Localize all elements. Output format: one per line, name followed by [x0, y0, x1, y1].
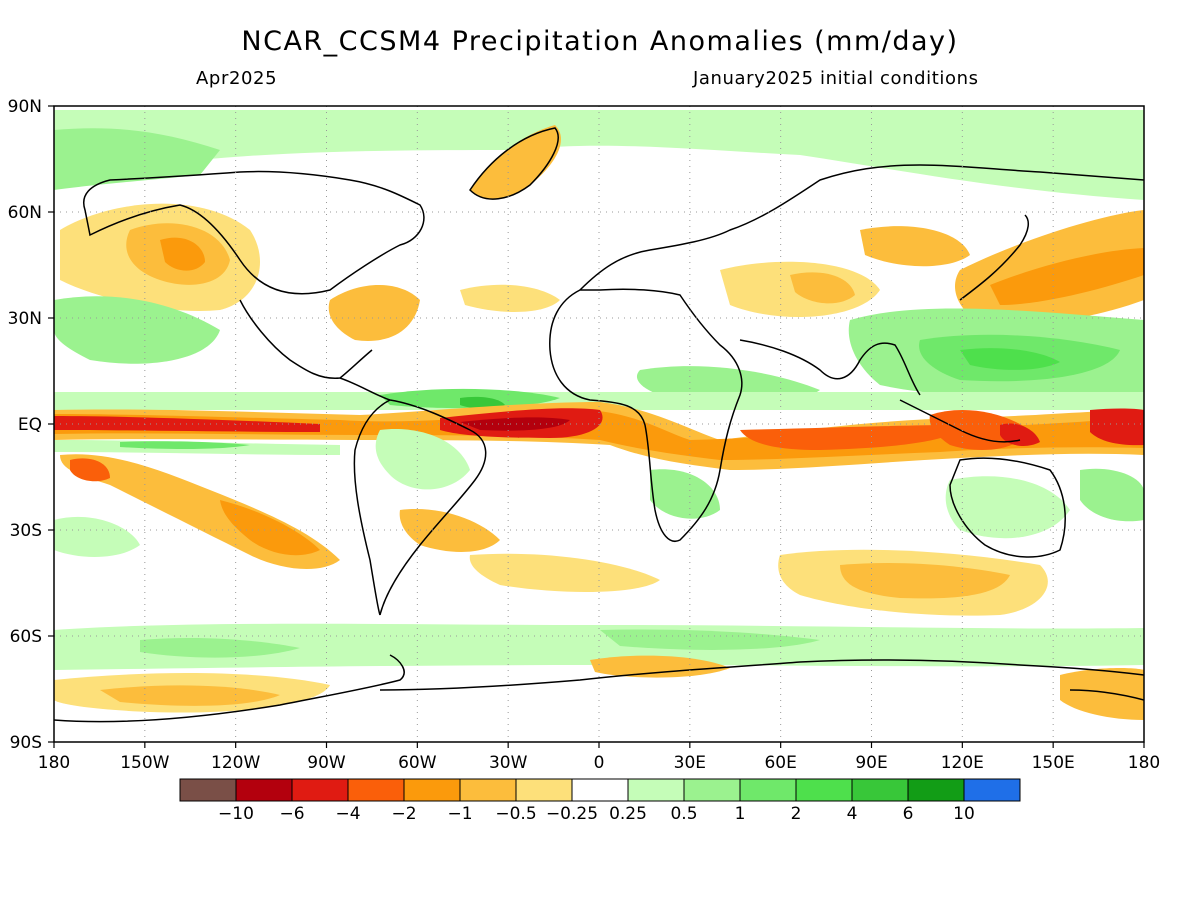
graticule: [54, 106, 1144, 742]
colorbar-label: −6: [279, 804, 304, 824]
colorbar-swatch: [235, 778, 293, 802]
colorbar-swatch: [179, 778, 237, 802]
lon-tick-label: 150W: [120, 753, 169, 773]
colorbar-label: 0.5: [670, 804, 697, 824]
colorbar-label: −2: [391, 804, 416, 824]
lat-tick-label: 90N: [8, 97, 42, 117]
lon-tick-label: 30E: [674, 753, 706, 773]
colorbar-label: −1: [447, 804, 472, 824]
colorbar-swatch: [795, 778, 853, 802]
colorbar-swatch: [851, 778, 909, 802]
colorbar-swatch: [347, 778, 405, 802]
colorbar-swatch: [627, 778, 685, 802]
latitude-axis: 90N 60N 30N EQ 30S 60S 90S: [8, 97, 54, 753]
colorbar-label: 6: [903, 804, 914, 824]
colorbar-swatch: [291, 778, 349, 802]
colorbar-label: −10: [218, 804, 254, 824]
colorbar-label: 0.25: [609, 804, 647, 824]
lat-tick-label: 60S: [10, 627, 42, 647]
colorbar: −10 −6 −4 −2 −1 −0.5 −0.25 0.25 0.5 1 2 4 6 10: [179, 778, 1021, 824]
lat-tick-label: EQ: [18, 415, 42, 435]
colorbar-swatch: [403, 778, 461, 802]
colorbar-swatch: [963, 778, 1021, 802]
colorbar-swatch: [515, 778, 573, 802]
colorbar-label: −0.25: [546, 804, 598, 824]
colorbar-label: 4: [847, 804, 858, 824]
colorbar-swatch: [739, 778, 797, 802]
colorbar-swatch: [571, 778, 629, 802]
forecast-month-label: Apr2025: [196, 68, 278, 89]
colorbar-label: 10: [953, 804, 975, 824]
lon-tick-label: 120E: [941, 753, 984, 773]
lon-tick-label: 0: [594, 753, 605, 773]
colorbar-label: 2: [791, 804, 802, 824]
colorbar-label: 1: [735, 804, 746, 824]
lon-tick-label: 180: [38, 753, 70, 773]
colorbar-swatch: [459, 778, 517, 802]
coastlines: [54, 127, 1144, 723]
lon-tick-label: 150E: [1032, 753, 1075, 773]
colorbar-label: −0.5: [495, 804, 536, 824]
lon-tick-label: 90E: [855, 753, 887, 773]
initial-conditions-label: January2025 initial conditions: [693, 68, 979, 89]
lon-tick-label: 120W: [211, 753, 260, 773]
map-title: NCAR_CCSM4 Precipitation Anomalies (mm/d…: [241, 26, 959, 57]
lon-tick-label: 90W: [307, 753, 346, 773]
lon-tick-label: 60E: [764, 753, 796, 773]
lon-tick-label: 180: [1128, 753, 1160, 773]
longitude-axis: 180 150W 120W 90W 60W 30W 0 30E 60E 90E 120E 150E 18…: [38, 742, 1160, 773]
lon-tick-label: 30W: [489, 753, 528, 773]
colorbar-swatch: [907, 778, 965, 802]
lat-tick-label: 60N: [8, 203, 42, 223]
lat-tick-label: 30S: [10, 521, 42, 541]
lat-tick-label: 30N: [8, 309, 42, 329]
colorbar-label: −4: [335, 804, 360, 824]
lat-tick-label: 90S: [10, 733, 42, 753]
lon-tick-label: 60W: [398, 753, 437, 773]
colorbar-swatch: [683, 778, 741, 802]
